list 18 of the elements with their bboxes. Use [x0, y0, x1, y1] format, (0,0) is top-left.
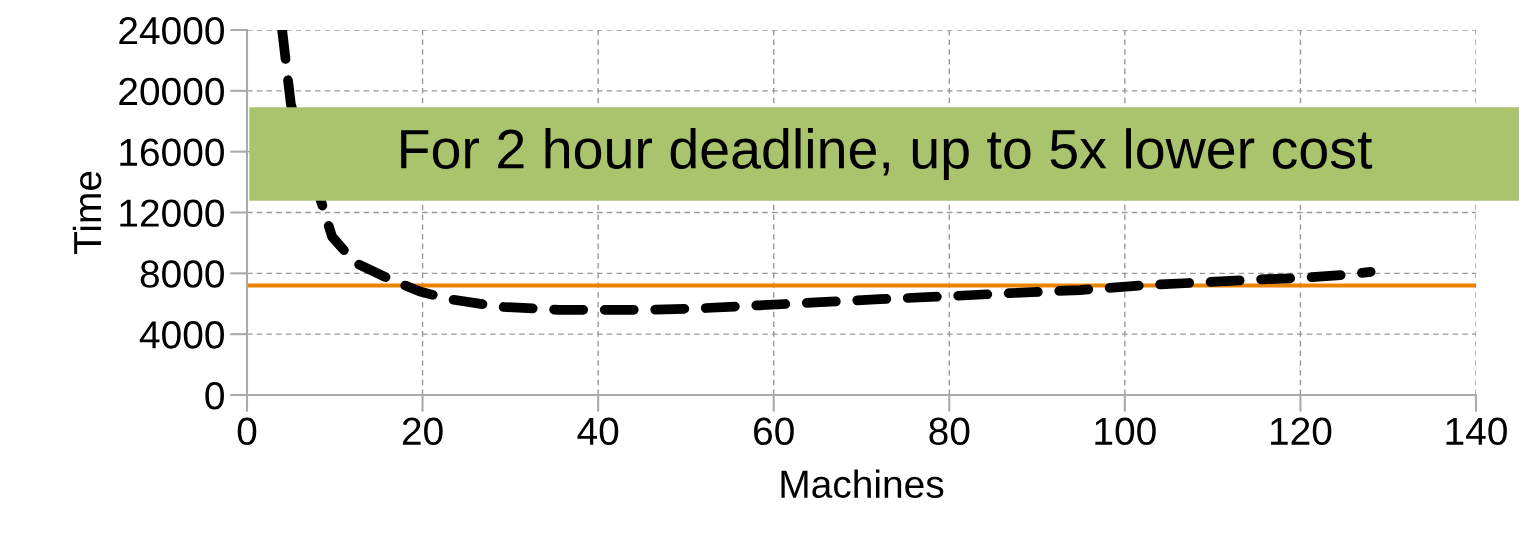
y-tick-label: 8000 [140, 260, 224, 288]
y-tick-label: 12000 [120, 199, 224, 227]
y-tick-label: 24000 [119, 16, 224, 45]
x-tick-label: 80 [929, 417, 970, 446]
y-tick-label: 4000 [139, 321, 224, 349]
y-axis-title: Time [72, 171, 102, 255]
x-tick-label: 120 [1270, 417, 1332, 446]
x-tick-label: 100 [1095, 417, 1156, 446]
x-tick-label: 40 [577, 417, 619, 446]
y-tick-label: 16000 [120, 138, 224, 167]
x-tick-label: 20 [402, 417, 443, 446]
y-tick-label: 0 [205, 381, 224, 410]
x-tick-label: 140 [1446, 417, 1507, 446]
y-tick-label: 20000 [119, 77, 224, 106]
x-axis-title: Machines [781, 469, 944, 499]
annotation: For 2 hour deadline, up to 5x lower cost [401, 128, 1373, 180]
x-tick-label: 0 [237, 417, 257, 446]
x-tick-label: 60 [754, 417, 794, 446]
